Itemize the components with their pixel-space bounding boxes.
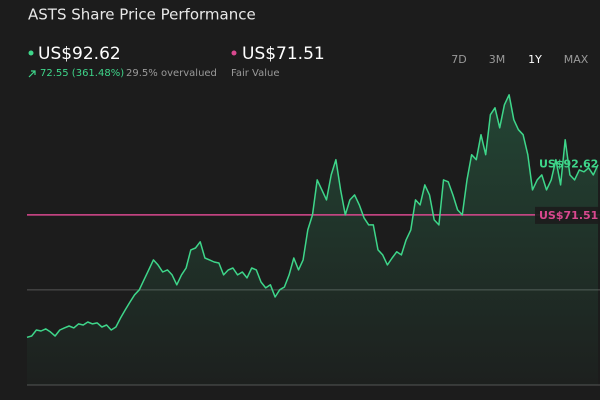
range-button[interactable]: 3M — [489, 53, 506, 66]
fair-value: US$71.51 — [242, 44, 325, 64]
price-change: 72.55 (361.48%) — [40, 68, 124, 79]
valuation: 29.5% overvalued — [126, 68, 217, 79]
area — [27, 94, 598, 386]
up-arrow — [28, 70, 36, 78]
price-line — [26, 94, 599, 339]
fair-value-dot — [231, 50, 237, 56]
range-button[interactable]: 7D — [451, 53, 466, 66]
price: US$92.62 — [38, 44, 121, 64]
price-dot — [28, 50, 34, 56]
last-price-label: US$92.62 — [539, 158, 598, 171]
fair-value-caption: Fair Value — [231, 68, 280, 79]
chart-title: ASTS Share Price Performance — [28, 6, 256, 24]
fair-value-label: US$71.51 — [539, 209, 598, 222]
range-button[interactable]: 1Y — [528, 53, 542, 66]
range-button[interactable]: MAX — [564, 53, 589, 66]
fair-value-label-bg — [535, 206, 600, 224]
